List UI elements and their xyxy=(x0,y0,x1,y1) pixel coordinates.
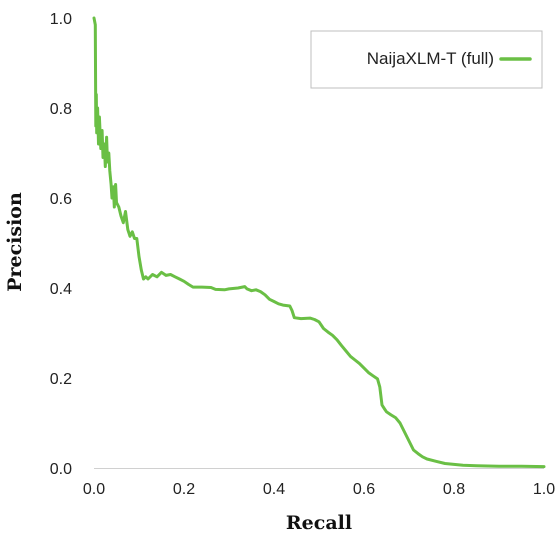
x-tick-labels: 0.0 0.2 0.4 0.6 0.8 1.0 xyxy=(83,481,555,498)
series-layer xyxy=(92,16,546,469)
x-axis-title: Recall xyxy=(286,512,352,534)
y-tick-labels: 0.0 0.2 0.4 0.6 0.8 1.0 xyxy=(50,11,72,478)
x-tick-label: 0.4 xyxy=(263,481,285,498)
y-tick-label: 0.8 xyxy=(50,101,72,118)
y-tick-label: 0.2 xyxy=(50,371,72,388)
y-tick-label: 1.0 xyxy=(50,11,72,28)
x-tick-label: 0.2 xyxy=(173,481,195,498)
legend: NaijaXLM-T (full) xyxy=(310,30,543,89)
x-tick-label: 1.0 xyxy=(533,481,555,498)
x-tick-label: 0.8 xyxy=(443,481,465,498)
x-tick-label: 0.0 xyxy=(83,481,105,498)
y-tick-label: 0.0 xyxy=(50,461,72,478)
legend-label: NaijaXLM-T (full) xyxy=(367,49,494,68)
y-tick-label: 0.6 xyxy=(50,191,72,208)
x-tick-label: 0.6 xyxy=(353,481,375,498)
y-axis-title: Precision xyxy=(4,192,26,292)
series-line xyxy=(92,16,546,469)
y-tick-label: 0.4 xyxy=(50,281,72,298)
